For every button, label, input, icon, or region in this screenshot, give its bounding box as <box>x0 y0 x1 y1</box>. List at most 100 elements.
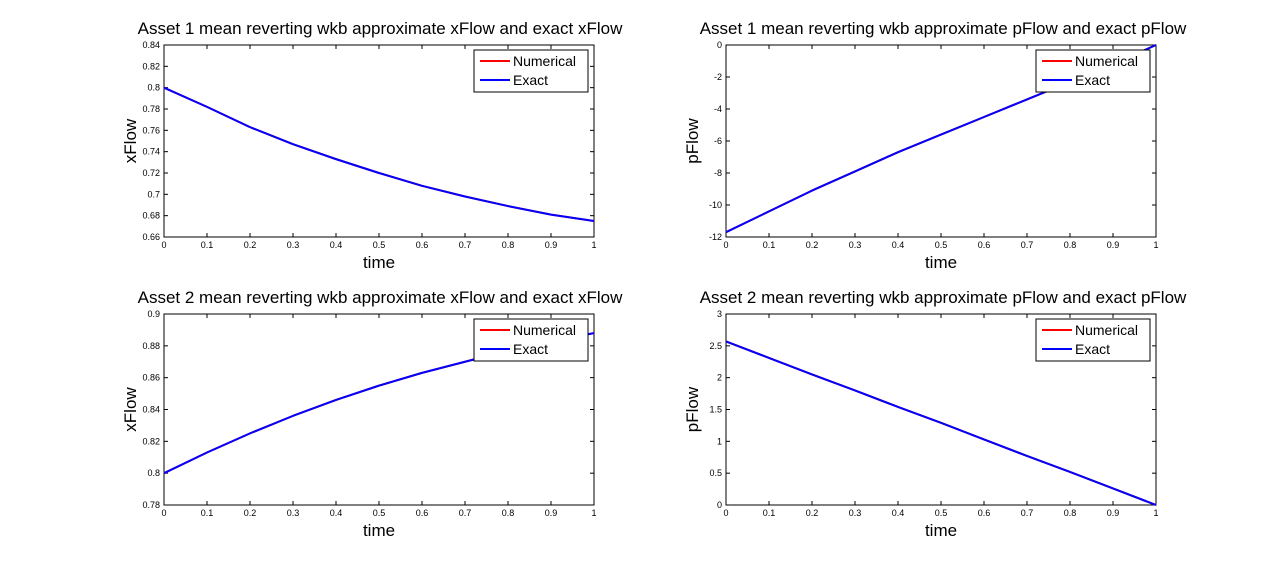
x-tick-label: 0.5 <box>935 240 948 250</box>
y-tick-label: -6 <box>714 136 722 146</box>
x-axis-label: time <box>925 521 957 540</box>
y-tick-label: 0.5 <box>709 468 722 478</box>
x-tick-label: 0.5 <box>935 508 948 518</box>
legend: Numerical Exact <box>473 49 589 93</box>
y-tick-label: -10 <box>709 200 722 210</box>
x-tick-label: 0 <box>723 508 728 518</box>
y-tick-label: 0.78 <box>142 104 160 114</box>
x-tick-label: 0.1 <box>201 508 214 518</box>
series-line-exact <box>163 86 595 222</box>
y-tick-label: 0.8 <box>147 83 160 93</box>
y-tick-label: 1.5 <box>709 405 722 415</box>
y-axis-label: pFlow <box>683 386 702 432</box>
x-tick-label: 0.2 <box>244 508 257 518</box>
x-tick-label: 0.9 <box>1107 508 1120 518</box>
chart-title: Asset 1 mean reverting wkb approximate p… <box>700 19 1187 38</box>
x-tick-label: 0.9 <box>545 508 558 518</box>
legend: Numerical Exact <box>473 318 589 362</box>
y-tick-label: 0 <box>717 40 722 50</box>
y-tick-label: 1 <box>717 436 722 446</box>
y-tick-label: 0.84 <box>142 40 160 50</box>
x-axis-label: time <box>363 521 395 540</box>
x-tick-label: 0.5 <box>373 240 386 250</box>
y-tick-label: 0.76 <box>142 125 160 135</box>
x-tick-label: 1 <box>591 240 596 250</box>
legend-label: Numerical <box>513 53 576 69</box>
legend-label: Numerical <box>513 322 576 338</box>
y-tick-label: 0.86 <box>142 373 160 383</box>
y-tick-label: 3 <box>717 309 722 319</box>
chart-title: Asset 1 mean reverting wkb approximate x… <box>138 19 623 38</box>
chart-panel: 0 0.1 0.2 0.3 0.4 0.5 0.6 0.7 0.8 0.9 1 0.78 0.8 0.82… <box>121 288 623 540</box>
x-tick-label: 0.7 <box>459 508 472 518</box>
x-tick-label: 0.6 <box>978 508 991 518</box>
y-tick-label: 0.72 <box>142 168 160 178</box>
x-axis-label: time <box>925 253 957 272</box>
y-tick-label: 0.82 <box>142 61 160 71</box>
chart-panel: 0 0.1 0.2 0.3 0.4 0.5 0.6 0.7 0.8 0.9 1 -12 -10 -8 -6 -… <box>683 19 1187 272</box>
x-tick-label: 0.6 <box>416 508 429 518</box>
y-tick-label: 0.88 <box>142 341 160 351</box>
x-tick-label: 0.4 <box>892 508 905 518</box>
x-tick-label: 1 <box>1153 240 1158 250</box>
y-tick-label: 0.8 <box>147 468 160 478</box>
y-tick-label: -4 <box>714 104 722 114</box>
legend-box <box>1035 318 1151 362</box>
x-tick-label: 0.5 <box>373 508 386 518</box>
y-tick-label: 2.5 <box>709 341 722 351</box>
legend-label: Exact <box>1075 72 1110 88</box>
legend-label: Numerical <box>1075 322 1138 338</box>
x-tick-label: 0.2 <box>806 240 819 250</box>
y-tick-label: 0.84 <box>142 405 160 415</box>
x-tick-label: 0.7 <box>459 240 472 250</box>
x-tick-label: 0.4 <box>330 508 343 518</box>
x-tick-label: 1 <box>591 508 596 518</box>
x-tick-label: 0 <box>723 240 728 250</box>
y-tick-label: 0.9 <box>147 309 160 319</box>
x-tick-label: 0 <box>161 240 166 250</box>
legend-box <box>473 318 589 362</box>
y-tick-label: 2 <box>717 373 722 383</box>
legend-label: Exact <box>1075 341 1110 357</box>
y-tick-label: -12 <box>709 232 722 242</box>
x-tick-label: 0.9 <box>1107 240 1120 250</box>
y-axis-label: xFlow <box>121 387 140 432</box>
x-tick-label: 0.3 <box>849 508 862 518</box>
x-tick-label: 0.3 <box>287 508 300 518</box>
y-tick-label: 0.66 <box>142 232 160 242</box>
y-tick-label: 0.7 <box>147 189 160 199</box>
chart-panel: 0 0.1 0.2 0.3 0.4 0.5 0.6 0.7 0.8 0.9 1 0.66 0.68 0.7… <box>121 19 623 272</box>
x-tick-label: 0.4 <box>330 240 343 250</box>
y-tick-label: -8 <box>714 168 722 178</box>
chart-title: Asset 2 mean reverting wkb approximate x… <box>138 288 623 307</box>
x-tick-label: 0.2 <box>244 240 257 250</box>
x-tick-label: 0.1 <box>763 240 776 250</box>
x-tick-label: 0.8 <box>1064 240 1077 250</box>
y-tick-label: 0.82 <box>142 436 160 446</box>
series-line-exact <box>725 340 1157 506</box>
legend: Numerical Exact <box>1035 49 1151 93</box>
legend-label: Numerical <box>1075 53 1138 69</box>
x-tick-label: 0.8 <box>1064 508 1077 518</box>
legend-label: Exact <box>513 341 548 357</box>
y-tick-label: 0.78 <box>142 500 160 510</box>
y-tick-label: 0.74 <box>142 147 160 157</box>
y-axis-label: xFlow <box>121 118 140 163</box>
x-axis-label: time <box>363 253 395 272</box>
x-tick-label: 0.3 <box>849 240 862 250</box>
x-tick-label: 0.7 <box>1021 240 1034 250</box>
x-tick-label: 0.1 <box>201 240 214 250</box>
x-tick-label: 0.6 <box>978 240 991 250</box>
chart-title: Asset 2 mean reverting wkb approximate p… <box>700 288 1187 307</box>
y-tick-label: 0 <box>717 500 722 510</box>
x-tick-label: 0.7 <box>1021 508 1034 518</box>
x-tick-label: 0.8 <box>502 240 515 250</box>
x-tick-label: 0.8 <box>502 508 515 518</box>
y-tick-label: 0.68 <box>142 211 160 221</box>
x-tick-label: 0.9 <box>545 240 558 250</box>
chart-panel: 0 0.1 0.2 0.3 0.4 0.5 0.6 0.7 0.8 0.9 1 0 0.5 1 1.5 2 2.… <box>683 288 1187 540</box>
legend: Numerical Exact <box>1035 318 1151 362</box>
x-tick-label: 1 <box>1153 508 1158 518</box>
x-tick-label: 0.3 <box>287 240 300 250</box>
